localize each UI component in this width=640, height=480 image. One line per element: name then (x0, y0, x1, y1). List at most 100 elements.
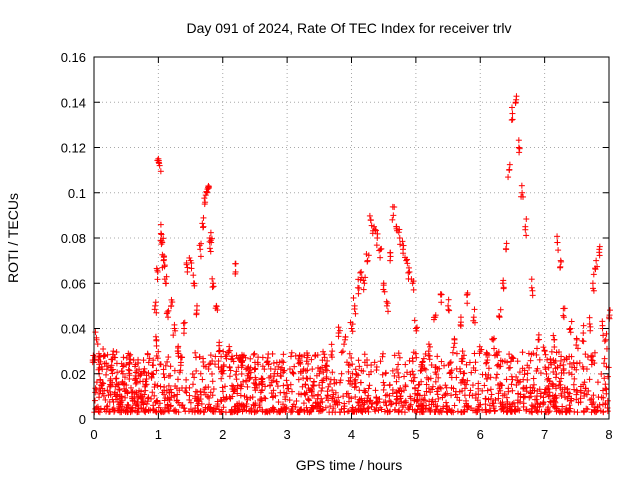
noise-point (295, 376, 302, 383)
data-point (554, 239, 561, 246)
noise-point (547, 398, 554, 405)
data-point (484, 357, 491, 364)
noise-point (222, 396, 229, 403)
noise-point (460, 352, 467, 359)
noise-point (252, 376, 259, 383)
noise-point (172, 406, 179, 413)
noise-point (204, 393, 211, 400)
data-point (232, 270, 239, 277)
noise-point (282, 396, 289, 403)
noise-point (463, 361, 470, 368)
data-point (405, 269, 412, 276)
data-point (372, 226, 379, 233)
noise-point (207, 352, 214, 359)
data-point (548, 361, 555, 368)
noise-point (508, 373, 515, 380)
data-point (175, 348, 182, 355)
data-point (296, 352, 303, 359)
noise-point (288, 349, 295, 356)
noise-point (107, 364, 114, 371)
data-point (90, 352, 97, 359)
noise-point (165, 382, 172, 389)
noise-point (584, 406, 591, 413)
noise-point (388, 400, 395, 407)
data-point (356, 285, 363, 292)
noise-point (468, 369, 475, 376)
data-point (197, 253, 204, 260)
data-point (121, 374, 128, 381)
noise-point (516, 369, 523, 376)
noise-point (271, 406, 278, 413)
noise-point (523, 388, 530, 395)
x-tick-label: 5 (412, 427, 419, 442)
noise-point (401, 409, 408, 416)
noise-point (571, 375, 578, 382)
noise-point (379, 350, 386, 357)
data-point (516, 145, 523, 152)
noise-point (126, 367, 133, 374)
noise-point (556, 378, 563, 385)
data-point (165, 314, 172, 321)
noise-point (395, 369, 402, 376)
noise-point (433, 388, 440, 395)
data-point (100, 353, 107, 360)
noise-point (602, 385, 609, 392)
noise-point (415, 387, 422, 394)
chart-title: Day 091 of 2024, Rate Of TEC Index for r… (186, 20, 511, 36)
noise-point (210, 386, 217, 393)
data-point (376, 247, 383, 254)
noise-point (320, 348, 327, 355)
noise-point (511, 407, 518, 414)
noise-point (536, 386, 543, 393)
data-point (144, 350, 151, 357)
noise-point (466, 392, 473, 399)
data-point (503, 240, 510, 247)
data-point (471, 319, 478, 326)
data-point (258, 375, 265, 382)
data-point (328, 341, 335, 348)
noise-point (482, 407, 489, 414)
data-point (146, 355, 153, 362)
x-tick-label: 0 (90, 427, 97, 442)
noise-point (206, 394, 213, 401)
noise-point (163, 387, 170, 394)
noise-point (467, 387, 474, 394)
noise-point (552, 357, 559, 364)
noise-point (288, 407, 295, 414)
noise-point (324, 388, 331, 395)
noise-point (319, 357, 326, 364)
noise-point (289, 388, 296, 395)
noise-point (330, 405, 337, 412)
data-point (142, 387, 149, 394)
data-point (258, 376, 265, 383)
noise-point (183, 389, 190, 396)
noise-point (475, 391, 482, 398)
noise-point (280, 401, 287, 408)
noise-point (563, 408, 570, 415)
data-point (277, 366, 284, 373)
noise-point (143, 400, 150, 407)
data-point (579, 337, 586, 344)
noise-point (175, 409, 182, 416)
data-point (329, 348, 336, 355)
y-tick-label: 0.08 (61, 231, 86, 246)
noise-point (393, 393, 400, 400)
noise-point (491, 352, 498, 359)
noise-point (543, 370, 550, 377)
noise-point (237, 392, 244, 399)
data-point (272, 366, 279, 373)
noise-point (573, 366, 580, 373)
noise-point (395, 387, 402, 394)
noise-point (357, 379, 364, 386)
noise-point (332, 401, 339, 408)
noise-point (579, 363, 586, 370)
noise-point (303, 358, 310, 365)
noise-point (251, 408, 258, 415)
noise-point (409, 355, 416, 362)
noise-point (548, 348, 555, 355)
noise-point (199, 376, 206, 383)
noise-point (456, 397, 463, 404)
data-point (457, 323, 464, 330)
noise-point (220, 404, 227, 411)
